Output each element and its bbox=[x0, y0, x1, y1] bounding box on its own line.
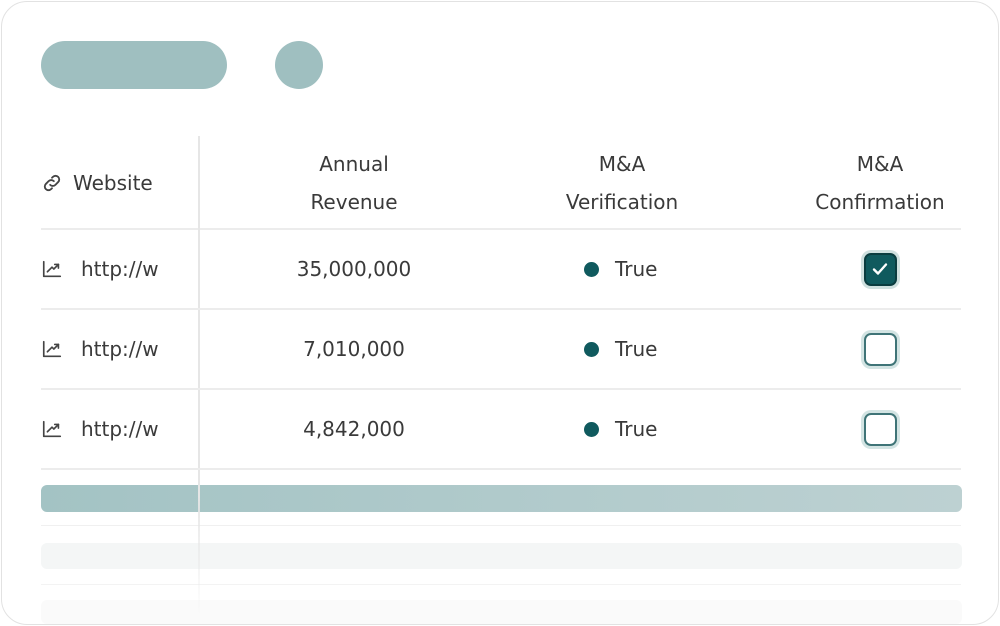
status-text: True bbox=[615, 257, 658, 281]
header-website: Website bbox=[41, 138, 199, 228]
revenue-cell: 4,842,000 bbox=[303, 417, 405, 441]
checkbox[interactable] bbox=[863, 332, 897, 366]
website-cell: http://w bbox=[41, 389, 191, 469]
header-verification: M&A Verification bbox=[547, 138, 697, 228]
skeleton-dot bbox=[275, 41, 323, 89]
skeleton-bar bbox=[41, 543, 962, 569]
row-divider bbox=[41, 468, 961, 470]
skeleton-bar bbox=[41, 485, 962, 512]
check-mark bbox=[872, 263, 888, 275]
website-cell: http://w bbox=[41, 309, 191, 389]
header-text: M&A Confirmation bbox=[815, 152, 945, 214]
verification-cell: True bbox=[584, 229, 734, 309]
confirmation-cell bbox=[802, 229, 958, 309]
website-text: http://w bbox=[81, 257, 159, 281]
status-dot bbox=[584, 341, 599, 357]
link-icon bbox=[43, 174, 61, 192]
status-dot bbox=[584, 261, 599, 277]
row-divider bbox=[41, 525, 961, 526]
confirmation-cell bbox=[802, 389, 958, 469]
verification-cell: True bbox=[584, 309, 734, 389]
skeleton-pill bbox=[41, 41, 227, 89]
revenue-cell: 35,000,000 bbox=[296, 257, 412, 281]
header-text: Annual Revenue bbox=[310, 152, 398, 214]
column-divider bbox=[198, 136, 200, 616]
verification-cell: True bbox=[584, 389, 734, 469]
skeleton-bar bbox=[41, 600, 962, 624]
confirmation-cell bbox=[802, 309, 958, 389]
header-text: M&A Verification bbox=[565, 152, 679, 214]
trend-icon bbox=[42, 260, 62, 278]
checkbox[interactable] bbox=[863, 252, 897, 286]
status-text: True bbox=[615, 417, 658, 441]
status-dot bbox=[584, 421, 599, 437]
row-divider bbox=[41, 388, 961, 390]
status-text: True bbox=[615, 337, 658, 361]
row-divider bbox=[41, 308, 961, 310]
revenue-cell: 7,010,000 bbox=[303, 337, 405, 361]
row-divider bbox=[41, 228, 961, 230]
checkbox[interactable] bbox=[863, 412, 897, 446]
header-text: Website bbox=[73, 171, 153, 195]
trend-icon bbox=[42, 340, 62, 358]
trend-icon bbox=[42, 420, 62, 438]
website-text: http://w bbox=[81, 337, 159, 361]
website-text: http://w bbox=[81, 417, 159, 441]
header-revenue: Annual Revenue bbox=[292, 138, 416, 228]
website-cell: http://w bbox=[41, 229, 191, 309]
header-confirmation: M&A Confirmation bbox=[802, 138, 958, 228]
row-divider bbox=[41, 584, 961, 585]
